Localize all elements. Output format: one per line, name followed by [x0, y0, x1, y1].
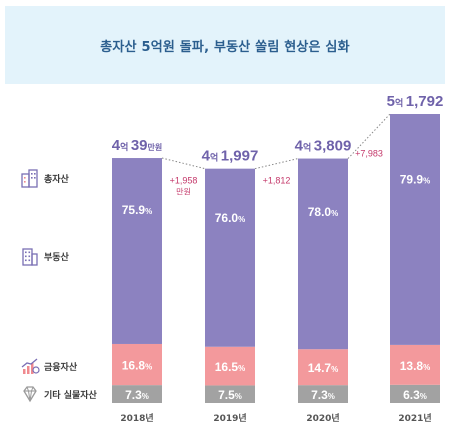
- data-label-other: 7.3%: [125, 388, 149, 402]
- total-label: 4억 1,997: [202, 148, 259, 165]
- legend-item-financial: 금융자산: [20, 356, 77, 376]
- year-label: 2018년: [120, 412, 153, 424]
- data-label-other: 6.3%: [403, 388, 427, 402]
- apartment-icon: [22, 248, 38, 266]
- bar-segment-realestate: [298, 158, 348, 350]
- bar-segment-financial: [205, 346, 255, 386]
- chart-title: 총자산 5억원 돌파, 부동산 쏠림 현상은 심화: [100, 39, 350, 55]
- legend-item-total: 총자산: [20, 168, 69, 188]
- bar-segment-other: [298, 385, 348, 403]
- bar-segment-realestate: [390, 114, 440, 345]
- bar-segment-financial: [298, 349, 348, 386]
- legend-label-financial: 금융자산: [44, 362, 78, 373]
- bar-segment-financial: [390, 344, 440, 385]
- bar-segment-other: [205, 385, 255, 403]
- bar-segment-realestate: [112, 158, 162, 344]
- money-chart-icon: [21, 358, 40, 374]
- legend-item-realestate: 부동산: [20, 246, 69, 266]
- change-label: +7,983: [355, 148, 383, 158]
- connector-line: [161, 157, 206, 170]
- year-label: 2021년: [398, 412, 431, 424]
- year-label: 2019년: [213, 412, 246, 424]
- data-label-realestate: 75.9%: [122, 203, 152, 217]
- data-label-financial: 13.8%: [400, 359, 430, 373]
- change-label: +1,812: [263, 176, 291, 186]
- legend-label-total: 총자산: [44, 174, 69, 185]
- data-label-financial: 16.8%: [122, 359, 152, 373]
- change-unit-label: 만원: [176, 187, 191, 196]
- title-banner: 총자산 5억원 돌파, 부동산 쏠림 현상은 심화: [5, 6, 445, 84]
- buildings-icon: [21, 169, 38, 188]
- total-label: 4억 3,809: [295, 138, 352, 155]
- connector-line: [254, 158, 299, 170]
- change-label: +1,958: [170, 175, 198, 185]
- legend-label-other: 기타 실물자산: [44, 390, 97, 401]
- bar-segment-realestate: [205, 168, 255, 347]
- data-label-realestate: 78.0%: [308, 205, 338, 219]
- data-label-other: 7.3%: [311, 388, 335, 402]
- total-label: 4억 39만원: [112, 137, 163, 154]
- bar-segment-other: [390, 384, 440, 403]
- data-label-financial: 14.7%: [308, 361, 338, 375]
- data-label-realestate: 76.0%: [215, 211, 245, 225]
- data-label-realestate: 79.9%: [400, 172, 430, 186]
- data-label-other: 7.5%: [218, 388, 242, 402]
- diamond-icon: [23, 386, 37, 403]
- legend-label-realestate: 부동산: [44, 252, 69, 263]
- data-label-financial: 16.5%: [215, 360, 245, 374]
- bar-segment-financial: [112, 343, 162, 386]
- total-label: 5억 1,792: [387, 93, 444, 110]
- legend-item-other: 기타 실물자산: [20, 384, 97, 404]
- year-label: 2020년: [306, 412, 339, 424]
- bar-segment-other: [112, 385, 162, 403]
